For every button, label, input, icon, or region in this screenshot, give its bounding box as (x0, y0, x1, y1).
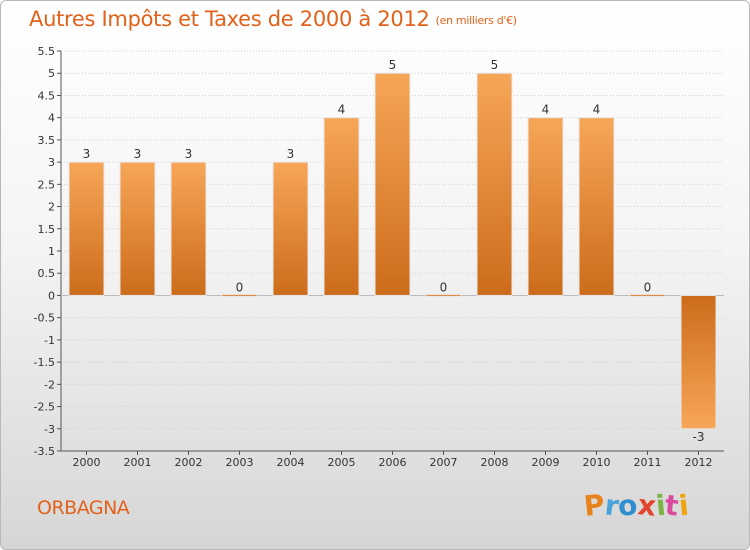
chart-title-text: Autres Impôts et Taxes de 2000 à 2012 (29, 7, 430, 31)
data-label: -3 (693, 430, 705, 444)
data-label: 4 (593, 103, 601, 117)
data-label: 5 (389, 58, 397, 72)
y-tick-label: 5 (48, 67, 55, 80)
data-label: 0 (440, 280, 448, 294)
chart-title: Autres Impôts et Taxes de 2000 à 2012 (en… (29, 7, 517, 31)
bar (578, 117, 615, 296)
bar (119, 161, 156, 296)
data-label: 4 (542, 103, 550, 117)
x-tick-label: 2010 (583, 456, 611, 469)
x-tick-label: 2012 (685, 456, 713, 469)
bars (68, 72, 717, 430)
y-tick-label: -2 (44, 378, 55, 391)
data-label: 0 (644, 280, 652, 294)
bar (527, 117, 564, 296)
x-tick-label: 2005 (328, 456, 356, 469)
bar (221, 293, 258, 297)
y-tick-label: -3 (44, 423, 55, 436)
x-tick-label: 2007 (430, 456, 458, 469)
x-tick-label: 2011 (634, 456, 662, 469)
data-label: 5 (491, 58, 499, 72)
y-tick-label: 1.5 (38, 223, 56, 236)
data-label: 3 (287, 147, 295, 161)
y-tick-label: 4 (48, 112, 55, 125)
bar (476, 72, 513, 296)
y-tick-label: -3.5 (34, 445, 55, 458)
y-tick-label: 3 (48, 156, 55, 169)
x-tick-label: 2006 (379, 456, 407, 469)
y-tick-label: -2.5 (34, 401, 55, 414)
data-label: 3 (185, 147, 193, 161)
data-label: 3 (83, 147, 91, 161)
bar (170, 161, 207, 296)
bar (323, 117, 360, 296)
x-tick-label: 2009 (532, 456, 560, 469)
x-tick-label: 2008 (481, 456, 509, 469)
data-labels: 3 3 3 0 3 4 5 0 5 4 4 0 -3 (83, 58, 705, 444)
bar (680, 294, 717, 430)
y-tick-label: 1 (48, 245, 55, 258)
y-tick-label: 5.5 (38, 45, 56, 58)
axes: 5.5 5 4.5 4 3.5 3 2.5 2 1.5 1 0.5 0 -0.5 -1 -1.5 -2 -2.5… (34, 45, 724, 469)
y-tick-label: 3.5 (38, 134, 56, 147)
x-tick-label: 2002 (175, 456, 203, 469)
y-tick-label: 0 (48, 289, 55, 302)
chart-subtitle: (en milliers d'€) (435, 14, 517, 27)
proxiti-logo[interactable]: Proxiti (582, 488, 690, 523)
data-label: 3 (134, 147, 142, 161)
data-label: 0 (236, 280, 244, 294)
bar (425, 293, 462, 297)
bar (272, 161, 309, 296)
bar (629, 293, 666, 297)
bar (68, 161, 105, 296)
x-tick-label: 2003 (226, 456, 254, 469)
x-tick-label: 2004 (277, 456, 305, 469)
bar (374, 72, 411, 296)
logo-letter: i (676, 488, 690, 523)
y-tick-label: 2 (48, 201, 55, 214)
commune-name: ORBAGNA (37, 497, 130, 519)
y-tick-label: -1 (44, 334, 55, 347)
data-label: 4 (338, 103, 346, 117)
y-tick-label: 2.5 (38, 178, 56, 191)
y-tick-label: -0.5 (34, 312, 55, 325)
y-tick-label: 4.5 (38, 89, 56, 102)
x-tick-label: 2001 (124, 456, 152, 469)
y-tick-label: 0.5 (38, 267, 56, 280)
y-tick-label: -1.5 (34, 356, 55, 369)
x-tick-label: 2000 (73, 456, 101, 469)
